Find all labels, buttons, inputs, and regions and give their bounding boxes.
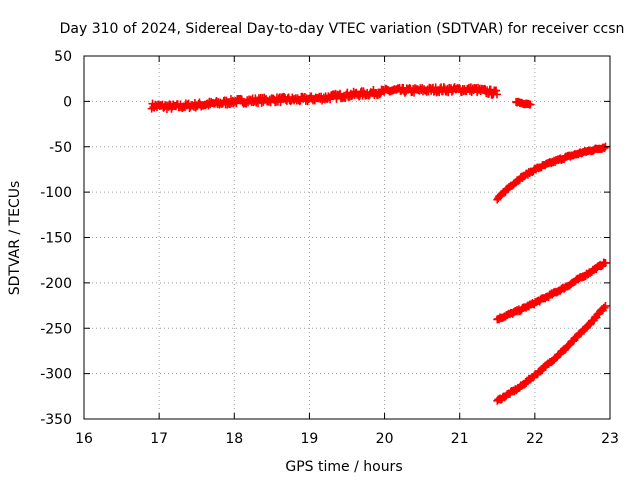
y-tick-label: -50 [49,140,72,156]
series-arc-B [493,258,610,324]
y-tick-label: -100 [40,185,72,201]
chart-title: Day 310 of 2024, Sidereal Day-to-day VTE… [60,21,625,37]
data-point [526,100,535,109]
data-point [375,90,384,99]
x-tick-label: 19 [301,431,319,447]
y-tick-label: -200 [40,276,72,292]
series-arc-A [493,142,610,204]
series-arc-C [493,301,610,405]
y-tick-label: 0 [63,94,72,110]
data-point [600,303,609,312]
grid-lines [84,56,610,419]
y-tick-label: -150 [40,231,72,247]
y-tick-label: -300 [40,367,72,383]
data-point [586,320,595,329]
data-point [492,90,501,99]
series-main-arc [147,83,501,113]
x-tick-label: 21 [451,431,469,447]
data-point [492,86,501,95]
data-point [232,99,241,108]
x-tick-label: 17 [150,431,168,447]
data-point [601,258,610,267]
x-tick-label: 22 [526,431,544,447]
axis-ticks: 16 17 18 19 20 21 22 23 50 0 -50 -100 -150 -200 -250 -3… [40,49,619,447]
x-tick-label: 16 [75,431,93,447]
data-series [147,83,610,405]
x-tick-label: 20 [376,431,394,447]
data-point [601,301,610,310]
x-tick-label: 18 [225,431,243,447]
data-point [600,144,609,153]
y-axis-label: SDTVAR / TECUs [7,181,23,296]
series-short-segment [512,97,535,109]
data-point [336,89,345,98]
data-point [276,98,285,107]
y-tick-label: -250 [40,321,72,337]
y-tick-label: 50 [54,49,72,65]
y-tick-label: -350 [40,412,72,428]
x-tick-label: 23 [601,431,619,447]
x-axis-label: GPS time / hours [285,459,402,475]
